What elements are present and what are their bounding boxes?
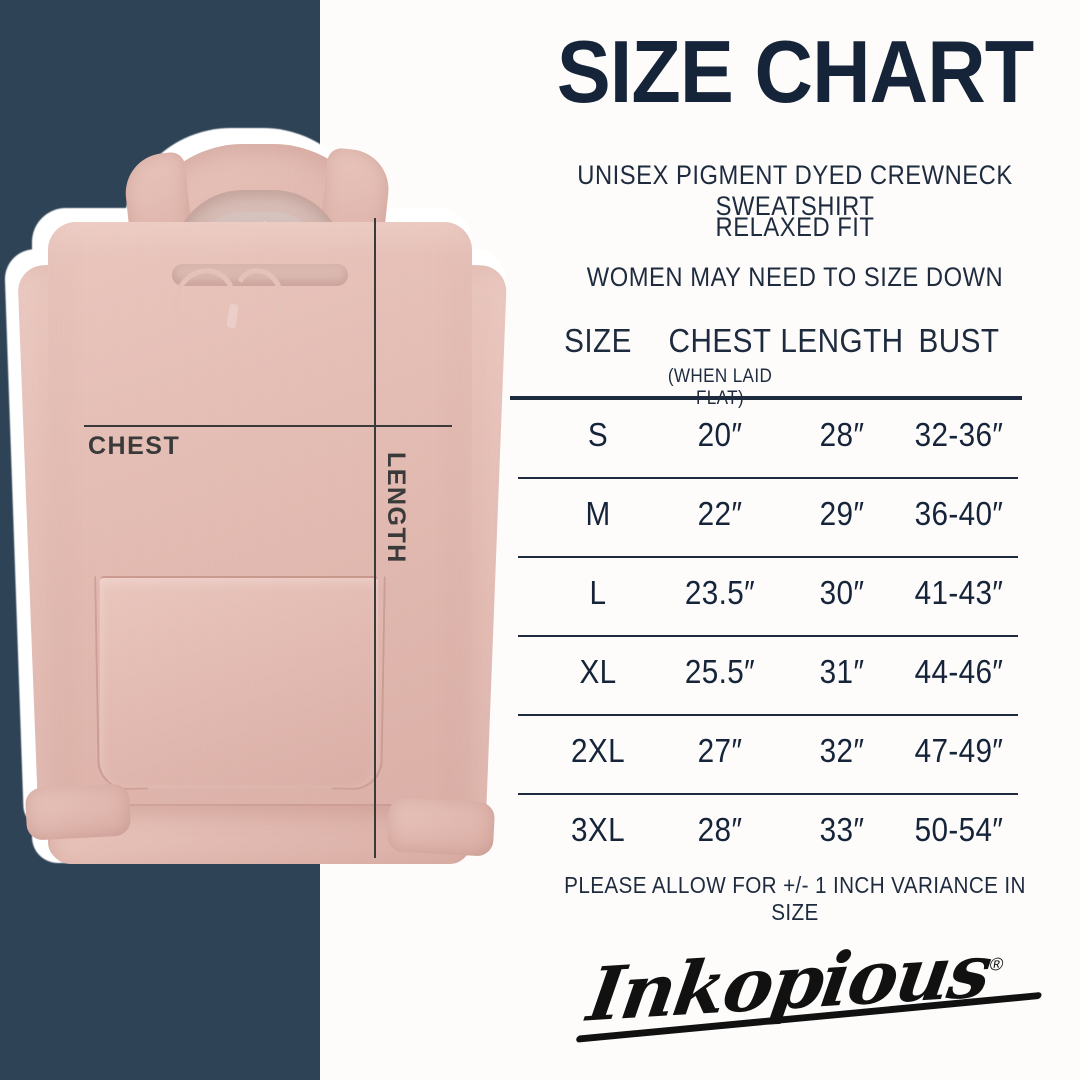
brand-wordmark: Inkopious® — [581, 928, 1009, 1039]
table-row: S 20″ 28″ 32-36″ — [510, 400, 1080, 479]
variance-note: PLEASE ALLOW FOR +/- 1 INCH VARIANCE IN … — [564, 872, 1026, 925]
row-divider — [518, 477, 1018, 479]
cell-bust: 36-40″ — [914, 495, 1004, 532]
column-header-length: LENGTH — [780, 322, 904, 359]
cell-size: M — [585, 495, 611, 532]
pocket-opening-right — [332, 575, 386, 791]
length-measure-label: LENGTH — [382, 452, 410, 564]
table-row: 3XL 28″ 33″ 50-54″ — [510, 795, 1080, 874]
cell-size: 2XL — [571, 732, 625, 769]
table-header-rule — [510, 396, 1022, 400]
cell-bust: 50-54″ — [914, 811, 1004, 848]
cell-bust: 47-49″ — [914, 732, 1004, 769]
cell-chest: 22″ — [697, 495, 743, 532]
pocket-opening-left — [94, 575, 148, 791]
cell-chest: 23.5″ — [684, 574, 756, 611]
subtitle-sizing-advice: WOMEN MAY NEED TO SIZE DOWN — [586, 262, 1004, 292]
table-header-row: SIZE CHEST LENGTH BUST (WHEN LAID FLAT) — [510, 322, 1080, 409]
row-divider — [518, 556, 1018, 558]
size-table: SIZE CHEST LENGTH BUST (WHEN LAID FLAT) … — [510, 322, 1080, 848]
cell-bust: 32-36″ — [914, 416, 1004, 453]
table-row: M 22″ 29″ 36-40″ — [510, 479, 1080, 558]
cell-length: 32″ — [819, 732, 865, 769]
cell-length: 31″ — [819, 653, 865, 690]
cell-size: S — [587, 416, 609, 453]
brand-name: Inkopious — [581, 928, 995, 1039]
row-divider — [518, 714, 1018, 716]
page-title: SIZE CHART — [556, 22, 1034, 121]
cell-chest: 20″ — [697, 416, 743, 453]
column-header-bust: BUST — [918, 322, 1000, 359]
column-header-chest: CHEST — [668, 322, 772, 359]
row-divider — [518, 635, 1018, 637]
table-body: S 20″ 28″ 32-36″ M 22″ 29″ 36-40″ L 23.5… — [510, 400, 1080, 874]
cell-length: 29″ — [819, 495, 865, 532]
cell-bust: 44-46″ — [914, 653, 1004, 690]
table-row: XL 25.5″ 31″ 44-46″ — [510, 637, 1080, 716]
chart-content: SIZE CHART UNISEX PIGMENT DYED CREWNECK … — [510, 0, 1080, 1080]
subtitle-fit: RELAXED FIT — [715, 212, 875, 242]
cuff-right — [386, 797, 496, 857]
garment-photo: CHEST LENGTH — [0, 0, 510, 1080]
chest-measure-label: CHEST — [88, 432, 181, 460]
cuff-left — [24, 783, 132, 841]
chest-measure-line — [84, 425, 452, 427]
cell-size: 3XL — [571, 811, 625, 848]
cell-length: 33″ — [819, 811, 865, 848]
registered-trademark-icon: ® — [987, 953, 1005, 975]
cell-length: 28″ — [819, 416, 865, 453]
cell-bust: 41-43″ — [914, 574, 1004, 611]
row-divider — [518, 793, 1018, 795]
cell-chest: 28″ — [697, 811, 743, 848]
table-row: 2XL 27″ 32″ 47-49″ — [510, 716, 1080, 795]
length-measure-line — [374, 218, 376, 858]
cell-length: 30″ — [819, 574, 865, 611]
cell-chest: 27″ — [697, 732, 743, 769]
table-row: L 23.5″ 30″ 41-43″ — [510, 558, 1080, 637]
cell-size: XL — [579, 653, 617, 690]
column-header-size: SIZE — [564, 322, 632, 359]
brand-logo: Inkopious® — [510, 928, 1080, 1038]
subtitle-product: UNISEX PIGMENT DYED CREWNECK SWEATSHIRT — [577, 160, 1013, 221]
sweatshirt-illustration — [17, 136, 508, 866]
cell-chest: 25.5″ — [684, 653, 756, 690]
cell-size: L — [589, 574, 607, 611]
neck-band — [172, 264, 348, 286]
